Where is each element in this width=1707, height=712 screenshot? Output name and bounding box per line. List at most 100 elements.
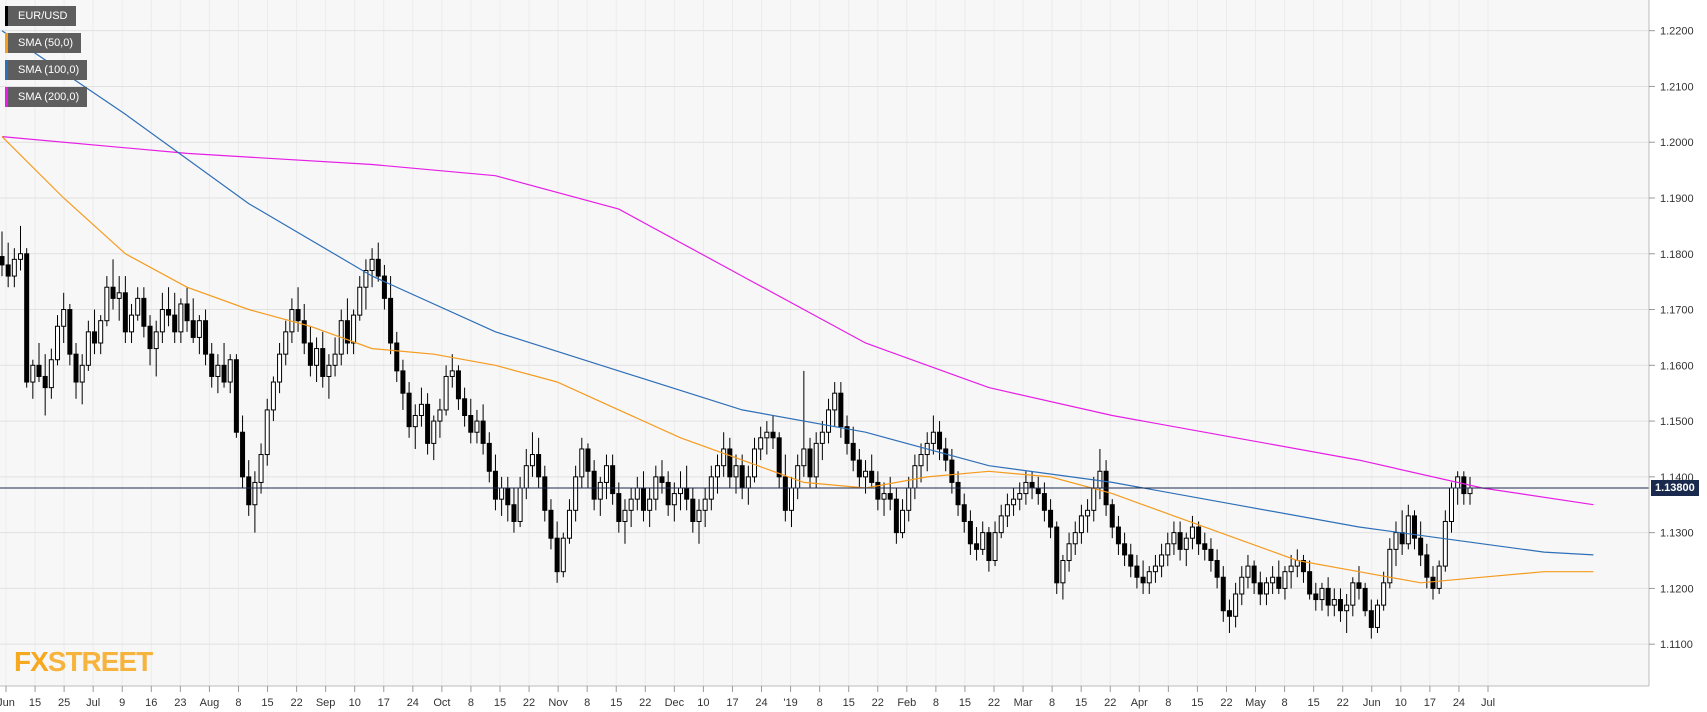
x-tick-label: 8	[584, 697, 590, 709]
candle	[597, 476, 603, 516]
candle	[1233, 582, 1239, 628]
candle-body-up	[116, 292, 122, 299]
candle-body-down	[295, 309, 301, 322]
candle	[468, 398, 474, 444]
x-tick-label: 10	[697, 697, 709, 709]
candle	[1202, 532, 1208, 561]
candle	[1171, 521, 1177, 555]
candle	[1405, 504, 1411, 550]
candle	[1159, 543, 1165, 578]
candle-body-up	[1066, 543, 1072, 562]
candle-body-down	[190, 320, 196, 338]
candle-body-up	[277, 353, 283, 383]
candle-body-up	[1146, 571, 1152, 584]
candle-body-down	[511, 504, 517, 522]
candle	[264, 398, 270, 466]
candle-body-down	[67, 309, 73, 355]
candle-body-up	[1072, 532, 1078, 545]
candle-body-down	[1220, 576, 1226, 612]
candle	[363, 259, 369, 310]
candle	[474, 409, 480, 444]
x-tick-label: 15	[1191, 697, 1203, 709]
legend-item-sma50[interactable]: SMA (50,0)	[5, 33, 82, 53]
candle-body-down	[893, 498, 899, 534]
y-axis-ticks: 1.11001.12001.13001.14001.15001.16001.17…	[1649, 26, 1694, 651]
x-tick-label: 15	[29, 697, 41, 709]
candle	[24, 248, 30, 388]
candle	[141, 287, 147, 338]
candle-body-up	[1011, 498, 1017, 506]
candle-body-up	[1078, 515, 1084, 534]
candle-body-up	[795, 465, 801, 489]
candle	[221, 343, 227, 388]
candle-body-up	[628, 498, 634, 511]
candle	[949, 448, 955, 494]
candle-body-down	[591, 470, 597, 500]
x-tick-label: '19	[783, 697, 797, 709]
candle-body-down	[640, 487, 646, 511]
candle-body-up	[1350, 582, 1356, 606]
candle-body-down	[1325, 587, 1331, 606]
candle-body-up	[597, 481, 603, 500]
candle-body-down	[394, 342, 400, 372]
candle	[585, 443, 591, 489]
candle-body-up	[1060, 560, 1066, 584]
candle-body-down	[141, 297, 147, 327]
candle-body-up	[1448, 487, 1455, 522]
candle-body-up	[1393, 532, 1399, 550]
candle	[61, 292, 67, 343]
candle-body-up	[813, 442, 819, 478]
candle-body-down	[974, 543, 980, 550]
candle-body-down	[1424, 554, 1430, 578]
candle-body-up	[906, 487, 912, 511]
logo-part-fx: FX	[14, 646, 49, 677]
candle	[1146, 566, 1152, 594]
candle	[992, 521, 998, 567]
candles	[0, 225, 1473, 639]
candle-body-down	[505, 487, 511, 506]
plot-background	[0, 0, 1649, 686]
candle-body-up	[227, 359, 233, 383]
candle	[462, 387, 468, 427]
candle	[172, 292, 178, 343]
legend-item-sma100[interactable]: SMA (100,0)	[5, 60, 88, 80]
legend-item-eurusd[interactable]: EUR/USD	[5, 6, 76, 26]
y-tick-label: 1.2000	[1660, 137, 1694, 149]
candle	[733, 454, 739, 494]
candle	[511, 488, 517, 533]
candle	[369, 248, 375, 288]
candle-body-up	[196, 320, 202, 338]
candle-body-down	[1399, 532, 1405, 545]
candle-body-down	[727, 448, 733, 478]
x-tick-label: 22	[872, 697, 884, 709]
candle	[1183, 532, 1189, 567]
candle	[690, 488, 696, 533]
candle-body-up	[351, 314, 357, 344]
candle-body-up	[881, 493, 887, 500]
candle-body-down	[1134, 565, 1140, 578]
candle-body-up	[418, 403, 424, 417]
candle-body-up	[758, 437, 764, 450]
candle	[1263, 577, 1269, 606]
legend-item-sma200[interactable]: SMA (200,0)	[5, 87, 88, 107]
candle-body-up	[764, 431, 770, 439]
candle	[1011, 488, 1017, 516]
candle	[1270, 566, 1276, 594]
candle-body-down	[875, 481, 881, 500]
sma100-line	[1, 30, 1594, 556]
candle	[196, 315, 202, 355]
x-tick-label: 15	[1075, 697, 1087, 709]
candle-body-down	[147, 325, 153, 350]
candle-body-down	[807, 448, 813, 478]
candle	[1325, 577, 1331, 617]
candle-body-down	[1208, 548, 1214, 562]
candle-body-down	[1029, 481, 1035, 489]
candle	[5, 242, 11, 288]
legend-label: SMA (50,0)	[18, 37, 74, 49]
candle	[1165, 532, 1171, 567]
candle	[974, 527, 980, 561]
candle-body-down	[961, 504, 967, 522]
candle	[1307, 560, 1313, 600]
candle	[394, 331, 400, 383]
